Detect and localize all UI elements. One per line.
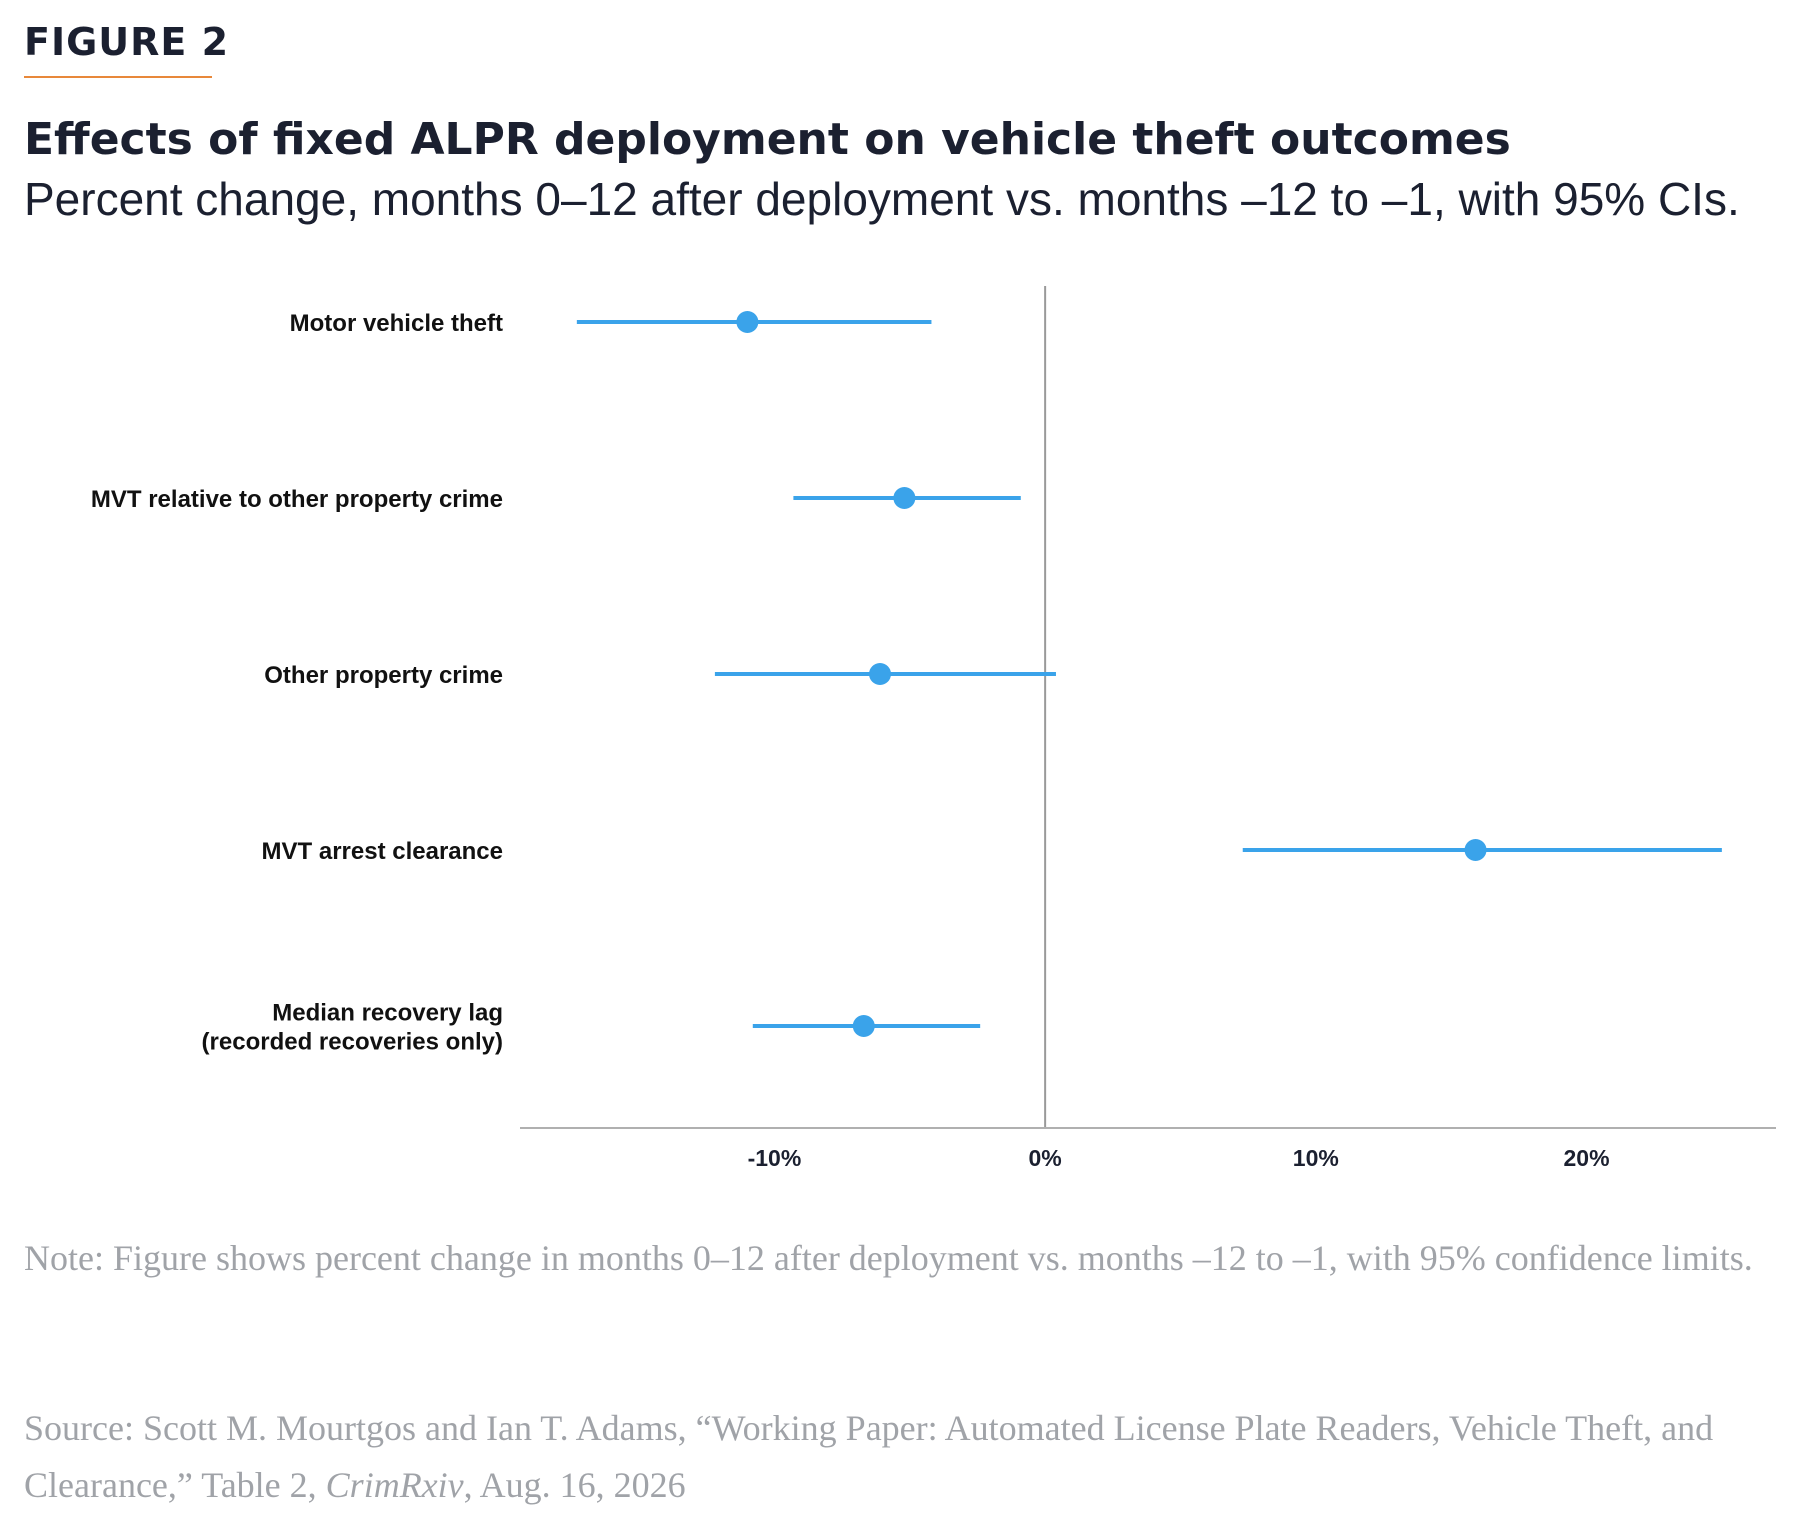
chart-subtitle: Percent change, months 0–12 after deploy…	[24, 173, 1740, 225]
source-suffix: , Aug. 16, 2026	[463, 1465, 686, 1505]
x-tick-label: 10%	[1293, 1145, 1339, 1171]
x-tick-label: -10%	[748, 1145, 802, 1171]
footnote-note: Note: Figure shows percent change in mon…	[24, 1238, 1753, 1278]
estimate-point	[1464, 839, 1487, 861]
forest-plot: -10% 0% 10% 20% Motor vehicle theft MVT relat…	[91, 286, 1776, 1171]
chart-title: Effects of fixed ALPR deployment on vehi…	[24, 114, 1511, 165]
footnote-source: Source: Scott M. Mourtgos and Ian T. Ada…	[24, 1400, 1764, 1514]
category-label: (recorded recoveries only)	[202, 1029, 503, 1056]
category-label: MVT arrest clearance	[262, 838, 503, 865]
x-tick-label: 0%	[1029, 1145, 1062, 1171]
figure-label-underline	[24, 76, 212, 78]
source-prefix: Source: Scott M. Mourtgos and Ian T. Ada…	[24, 1408, 1714, 1505]
category-label: MVT relative to other property crime	[91, 486, 503, 513]
source-journal: CrimRxiv	[325, 1465, 464, 1505]
category-label: Other property crime	[264, 662, 503, 689]
estimate-point	[736, 311, 759, 333]
category-label: Median recovery lag	[272, 1000, 503, 1027]
estimate-point	[893, 487, 916, 509]
estimate-point	[869, 663, 892, 685]
x-tick-label: 20%	[1563, 1145, 1609, 1171]
figure-label: FIGURE 2	[24, 20, 230, 64]
category-label: Motor vehicle theft	[290, 310, 503, 337]
estimate-point	[852, 1015, 875, 1037]
